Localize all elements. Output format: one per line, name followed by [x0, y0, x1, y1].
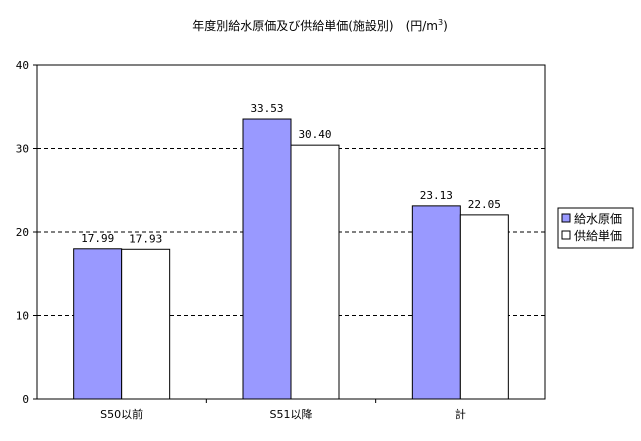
y-tick-label-10: 10 [16, 310, 29, 323]
value-label-0-2: 23.13 [420, 189, 453, 202]
legend-label-0: 給水原価 [574, 212, 622, 226]
bars [73, 118, 509, 400]
bar-0-0 [73, 248, 123, 400]
y-tick-labels: 0 10 20 30 40 [16, 59, 29, 406]
axes [33, 64, 546, 403]
value-label-0-0: 17.99 [81, 232, 114, 245]
value-label-1-2: 22.05 [468, 198, 501, 211]
bar-1-0 [121, 248, 171, 400]
category-labels: S50以前 S51以降 計 [100, 407, 466, 421]
bar-0-1 [242, 118, 292, 400]
y-tick-label-40: 40 [16, 59, 29, 72]
category-label-0: S50以前 [100, 407, 143, 421]
value-labels: 17.99 17.93 33.53 30.40 23.13 22.05 [81, 102, 501, 245]
y-tick-label-30: 30 [16, 143, 29, 156]
value-label-0-1: 33.53 [250, 102, 283, 115]
category-label-2: 計 [455, 407, 466, 421]
legend-swatch-0 [561, 213, 571, 223]
y-tick-label-20: 20 [16, 226, 29, 239]
value-label-1-1: 30.40 [298, 128, 331, 141]
bar-0-2 [411, 205, 461, 400]
y-tick-label-0: 0 [22, 393, 29, 406]
legend-label-1: 供給単価 [574, 229, 622, 243]
value-label-1-0: 17.93 [129, 232, 162, 245]
bar-1-1 [290, 144, 340, 400]
legend-swatch-1 [561, 230, 571, 240]
category-label-1: S51以降 [270, 407, 313, 421]
chart-title: 年度別給水原価及び供給単価(施設別) (円/m3) [192, 18, 448, 33]
bar-1-2 [459, 214, 509, 400]
